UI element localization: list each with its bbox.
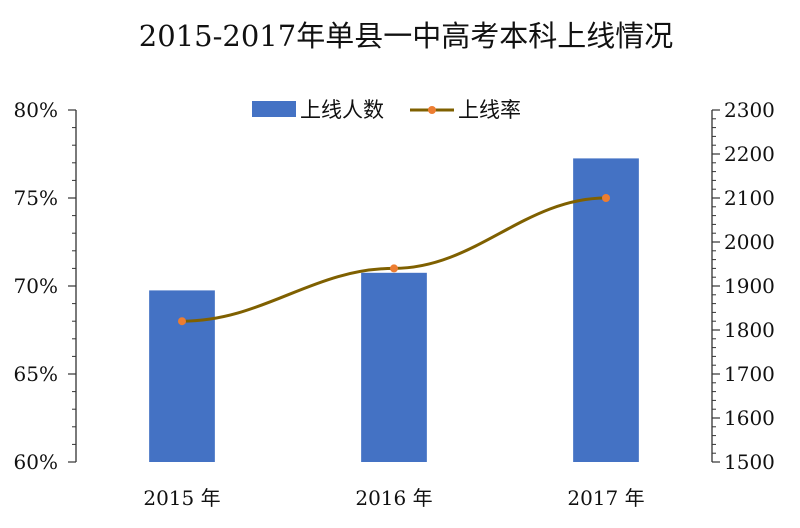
bar-2	[361, 272, 427, 462]
right-axis-ticks: 1500 1600 1700 1800 1900 2000 2100 2200 2300	[712, 98, 775, 474]
right-tick-label: 2100	[724, 186, 775, 210]
right-tick-label: 2000	[724, 230, 775, 254]
chart-title: 2015-2017年单县一中高考本科上线情况	[139, 19, 673, 53]
legend-swatch-marker	[428, 106, 436, 114]
bar-3	[573, 158, 639, 462]
bar-1	[149, 290, 215, 462]
rate-point-2	[390, 264, 398, 273]
left-tick-label: 70%	[14, 274, 58, 298]
legend-label-line: 上线率	[458, 98, 521, 122]
category-labels: 2015 年 2016 年 2017 年	[143, 486, 644, 510]
category-label: 2017 年	[567, 486, 644, 510]
right-tick-label: 2200	[724, 142, 775, 166]
left-tick-label: 80%	[14, 98, 58, 122]
legend: 上线人数 上线率	[252, 98, 521, 122]
right-tick-label: 1900	[724, 274, 775, 298]
left-tick-label: 60%	[14, 450, 58, 474]
right-tick-label: 1800	[724, 318, 775, 342]
category-label: 2015 年	[143, 486, 220, 510]
right-tick-label: 1500	[724, 450, 775, 474]
right-tick-label: 1600	[724, 406, 775, 430]
legend-label-bar: 上线人数	[300, 98, 384, 122]
category-label: 2016 年	[355, 486, 432, 510]
left-axis-ticks: 60% 65% 70% 75% 80%	[14, 98, 76, 474]
legend-swatch-bar	[252, 101, 296, 117]
left-tick-label: 65%	[14, 362, 58, 386]
left-tick-label: 75%	[14, 186, 58, 210]
right-tick-label: 2300	[724, 98, 775, 122]
rate-point-3	[602, 194, 610, 202]
rate-point-1	[178, 317, 186, 326]
line-series	[178, 194, 610, 326]
right-tick-label: 1700	[724, 362, 775, 386]
bars	[149, 158, 639, 462]
